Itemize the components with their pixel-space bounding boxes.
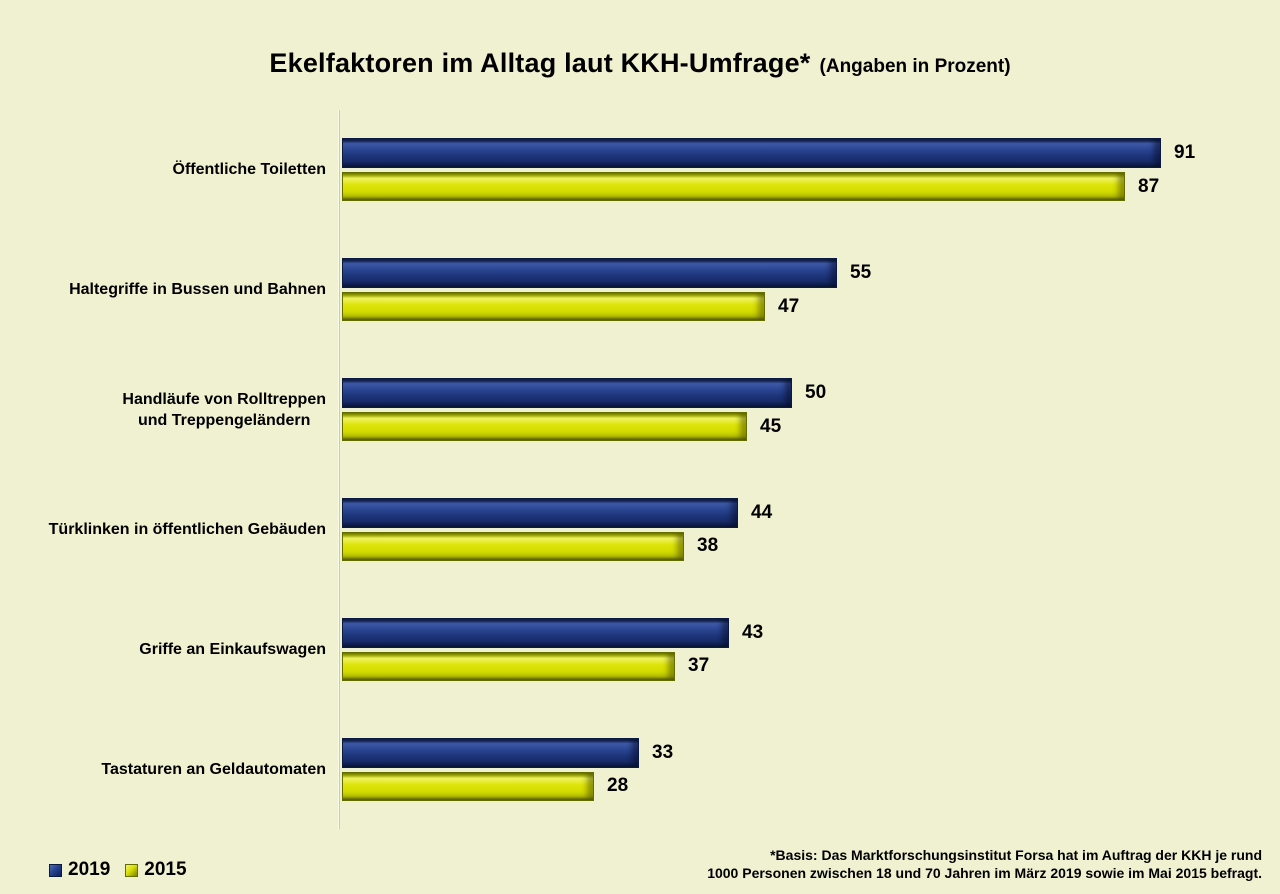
bar-2015 — [342, 651, 675, 681]
category-label-text: Griffe an Einkaufswagen — [139, 640, 326, 658]
legend: 2019 2015 — [49, 859, 187, 881]
bar-pair: 50 45 — [342, 378, 1280, 442]
bar-2015 — [342, 292, 765, 322]
category-label-text: Türklinken in öffentlichen Gebäuden — [48, 520, 326, 538]
value-label-2019: 91 — [1174, 142, 1196, 164]
value-label-2019: 33 — [652, 741, 674, 763]
category-row: Öffentliche Toiletten 91 87 — [0, 110, 1280, 230]
chart-title: Ekelfaktoren im Alltag laut KKH-Umfrage*… — [0, 48, 1280, 79]
bar-line-2019: 91 — [342, 138, 1280, 169]
bar-2019 — [342, 138, 1161, 169]
value-label-2019: 50 — [805, 382, 827, 404]
legend-label-2019: 2019 — [68, 859, 111, 880]
category-row: Handläufe von Rolltreppen und Treppengel… — [0, 350, 1280, 470]
legend-label-2015: 2015 — [144, 859, 187, 880]
legend-item-2019: 2019 — [49, 859, 110, 881]
bar-2019 — [342, 378, 792, 409]
value-label-2015: 45 — [760, 415, 782, 437]
bar-pair: 44 38 — [342, 497, 1280, 561]
category-row: Griffe an Einkaufswagen 43 37 — [0, 589, 1280, 709]
value-label-2019: 44 — [751, 501, 773, 523]
value-label-2019: 43 — [742, 621, 764, 643]
bar-line-2015: 37 — [342, 651, 1280, 681]
value-label-2019: 55 — [850, 262, 872, 284]
bar-line-2019: 50 — [342, 378, 1280, 409]
bar-2019 — [342, 258, 837, 289]
y-axis-line — [338, 110, 340, 829]
legend-swatch-2015 — [125, 863, 139, 877]
bar-2019 — [342, 737, 639, 768]
category-label: Öffentliche Toiletten — [0, 159, 342, 180]
bar-2015 — [342, 412, 747, 442]
bar-2019 — [342, 497, 738, 528]
legend-item-2015: 2015 — [125, 859, 187, 881]
category-label: Tastaturen an Geldautomaten — [0, 759, 342, 780]
category-label: Haltegriffe in Bussen und Bahnen — [0, 279, 342, 300]
bar-line-2015: 28 — [342, 771, 1280, 801]
bar-pair: 91 87 — [342, 138, 1280, 202]
bar-2015 — [342, 771, 594, 801]
bar-line-2015: 87 — [342, 172, 1280, 202]
legend-swatch-2019 — [49, 863, 62, 877]
category-label: Türklinken in öffentlichen Gebäuden — [0, 519, 342, 540]
value-label-2015: 37 — [688, 655, 710, 677]
bar-line-2015: 45 — [342, 412, 1280, 442]
footnote: *Basis: Das Marktforschungsinstitut Fors… — [707, 846, 1262, 882]
bar-pair: 55 47 — [342, 258, 1280, 322]
value-label-2015: 28 — [607, 775, 629, 797]
category-label-text: Tastaturen an Geldautomaten — [101, 760, 326, 778]
category-label-text: Öffentliche Toiletten — [172, 161, 326, 179]
footnote-line-2: 1000 Personen zwischen 18 und 70 Jahren … — [707, 865, 1262, 881]
chart-title-suffix: (Angaben in Prozent) — [819, 56, 1011, 77]
chart-title-main: Ekelfaktoren im Alltag laut KKH-Umfrage* — [269, 48, 811, 78]
bar-line-2019: 44 — [342, 497, 1280, 528]
bar-rows: Öffentliche Toiletten 91 87 Haltegriffe in … — [0, 110, 1280, 829]
bar-2015 — [342, 172, 1125, 202]
bar-line-2015: 38 — [342, 531, 1280, 561]
value-label-2015: 47 — [778, 295, 800, 317]
category-label: Handläufe von Rolltreppen und Treppengel… — [0, 389, 342, 431]
bar-line-2019: 43 — [342, 617, 1280, 648]
bar-line-2019: 33 — [342, 737, 1280, 768]
category-row: Tastaturen an Geldautomaten 33 28 — [0, 709, 1280, 829]
bar-pair: 33 28 — [342, 737, 1280, 801]
plot-area: Öffentliche Toiletten 91 87 Haltegriffe in … — [0, 110, 1280, 829]
bar-2019 — [342, 617, 729, 648]
category-label: Griffe an Einkaufswagen — [0, 639, 342, 660]
category-row: Türklinken in öffentlichen Gebäuden 44 38 — [0, 469, 1280, 589]
value-label-2015: 38 — [697, 535, 719, 557]
bar-line-2019: 55 — [342, 258, 1280, 289]
bar-2015 — [342, 531, 684, 561]
category-row: Haltegriffe in Bussen und Bahnen 55 47 — [0, 230, 1280, 350]
category-label-text: Haltegriffe in Bussen und Bahnen — [69, 281, 326, 299]
bar-line-2015: 47 — [342, 292, 1280, 322]
value-label-2015: 87 — [1138, 175, 1160, 197]
footnote-line-1: *Basis: Das Marktforschungsinstitut Fors… — [770, 847, 1262, 863]
category-label-text: Handläufe von Rolltreppen und Treppengel… — [122, 390, 326, 429]
bar-pair: 43 37 — [342, 617, 1280, 681]
